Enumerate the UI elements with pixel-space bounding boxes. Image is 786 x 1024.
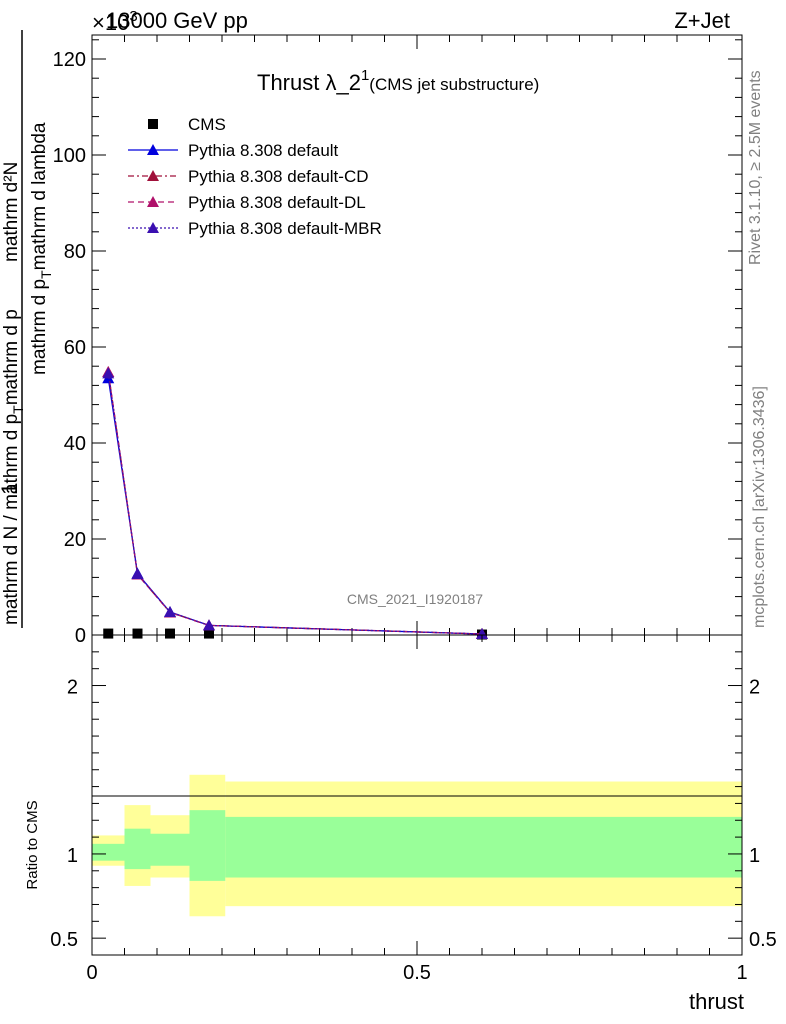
ratio-xtick-label: 0 <box>86 962 97 984</box>
ratio-stat-band <box>150 833 190 866</box>
x-axis-label: thrust <box>689 989 744 1014</box>
series-marker <box>476 628 488 640</box>
ratio-stat-band <box>92 843 125 861</box>
ratio-axis-ticks <box>91 635 743 956</box>
legend-marker-triangle <box>147 170 159 181</box>
ratio-tick-labels: 0.5 0.51 12 20 0.5 1 <box>50 677 777 984</box>
mcplots-label: mcplots.cern.ch [arXiv:1306.3436] <box>751 386 768 628</box>
y-label-numerator: mathrm d²N <box>1 162 22 262</box>
ratio-stat-band <box>225 816 742 878</box>
legend-marker-triangle <box>147 222 159 233</box>
legend-label: Pythia 8.308 default-MBR <box>188 219 382 238</box>
plot-title: Thrust λ_21(CMS jet substructure) <box>257 67 539 95</box>
main-ytick-label: 100 <box>53 145 86 167</box>
main-ytick-label: 0 <box>75 625 86 647</box>
legend-label: Pythia 8.308 default-DL <box>188 193 366 212</box>
ratio-ytick-label: 1 <box>67 845 78 867</box>
legend: CMS Pythia 8.308 default Pythia 8.308 defa… <box>128 115 382 238</box>
main-series-group <box>102 365 488 640</box>
ratio-xtick-label: 1 <box>736 962 747 984</box>
ratio-ytick-label-right: 1 <box>749 845 760 867</box>
legend-label: Pythia 8.308 default-CD <box>188 167 369 186</box>
main-ytick-label: 120 <box>53 49 86 71</box>
ratio-ytick-label-right: 0.5 <box>749 929 777 951</box>
ratio-axis-label: Ratio to CMS <box>24 800 41 889</box>
legend-marker-triangle <box>147 144 159 155</box>
main-ytick-label: 20 <box>64 529 86 551</box>
energy-label: 13000 GeV pp <box>106 8 248 33</box>
main-ytick-label: 60 <box>64 337 86 359</box>
legend-label: CMS <box>188 115 226 134</box>
legend-marker-square <box>148 119 158 129</box>
series-marker <box>164 605 176 617</box>
series-marker <box>131 568 144 580</box>
y-axis-label: mathrm d N / mathrm d pTmathrm d p 1 mat… <box>0 30 54 628</box>
series-marker <box>203 619 215 631</box>
watermark: CMS_2021_I1920187 <box>347 591 483 607</box>
ratio-xtick-label: 0.5 <box>403 962 431 984</box>
y-label-denominator: mathrm d N / mathrm d pTmathrm d p <box>1 309 26 625</box>
ratio-stat-band <box>189 810 226 881</box>
exponent-label: ×103 <box>92 8 138 35</box>
rivet-label: Rivet 3.1.10, ≥ 2.5M events <box>747 70 764 265</box>
ratio-ytick-label: 2 <box>67 677 78 699</box>
legend-marker-triangle <box>147 196 159 207</box>
ratio-stat-band <box>124 828 151 870</box>
process-label: Z+Jet <box>674 8 730 33</box>
ratio-ytick-label-right: 2 <box>749 677 760 699</box>
cms-point <box>165 628 175 639</box>
legend-label: Pythia 8.308 default <box>188 141 339 160</box>
cms-point <box>103 628 114 639</box>
main-ytick-label: 80 <box>64 241 86 263</box>
ratio-bands <box>92 774 742 917</box>
cms-point <box>204 628 214 639</box>
main-ytick-label: 40 <box>64 433 86 455</box>
series-marker <box>102 367 115 379</box>
y-label-numerator-lower: mathrm d pTmathrm d lambda <box>29 122 54 375</box>
ratio-ytick-label: 0.5 <box>50 929 78 951</box>
cms-point <box>132 628 143 639</box>
main-y-tick-labels: 0 20 40 60 80 100 120 <box>53 49 86 647</box>
y-label-one: 1 <box>0 483 22 495</box>
